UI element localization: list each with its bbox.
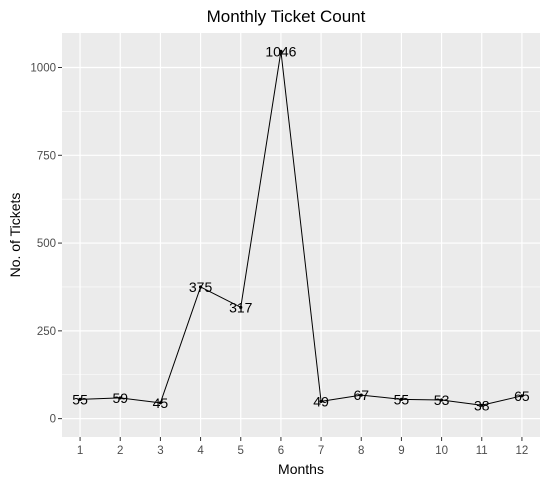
- x-tick-label: 10: [435, 445, 448, 457]
- data-point: [239, 305, 243, 309]
- data-labels: 55 59 45 375 317 1046 49 67 55 53 38 65: [72, 43, 530, 413]
- x-tick-label: 11: [476, 445, 488, 457]
- chart-title: Monthly Ticket Count: [207, 7, 366, 26]
- data-label: 53: [434, 392, 450, 408]
- data-point: [359, 393, 363, 397]
- data-point: [399, 397, 404, 401]
- data-point: [118, 396, 122, 400]
- series-line: [80, 50, 523, 406]
- data-label: 375: [189, 279, 213, 295]
- data-point: [158, 401, 163, 405]
- y-tick-label: 250: [37, 326, 56, 338]
- x-tick-label: 9: [398, 445, 404, 457]
- y-tick-label: 0: [50, 414, 56, 426]
- plot-panel: [62, 33, 540, 437]
- x-tick-label: 2: [117, 445, 123, 457]
- data-point: [520, 394, 524, 398]
- data-point: [480, 403, 484, 407]
- x-tick-label: 7: [318, 445, 324, 457]
- y-tick-label: 1000: [30, 63, 56, 75]
- data-label: 55: [394, 391, 410, 407]
- grid-lines: [62, 33, 540, 437]
- data-label: 65: [514, 388, 530, 404]
- data-point: [279, 49, 283, 53]
- y-axis-title: No. of Tickets: [7, 193, 23, 278]
- data-label: 55: [72, 391, 88, 407]
- data-label: 38: [474, 397, 490, 413]
- x-axis-title: Months: [278, 461, 324, 477]
- data-point: [78, 397, 82, 401]
- data-label: 317: [229, 299, 253, 315]
- data-label: 49: [313, 393, 329, 409]
- data-point: [198, 285, 203, 289]
- data-label: 59: [112, 390, 128, 406]
- data-label: 67: [353, 387, 369, 403]
- x-tick-label: 12: [516, 445, 529, 457]
- x-tick-label: 3: [157, 445, 163, 457]
- x-tick-label: 5: [238, 445, 244, 457]
- data-label: 1046: [265, 43, 296, 59]
- series-monthly-tickets: [78, 49, 524, 407]
- x-tick-label: 8: [358, 445, 364, 457]
- data-point: [319, 399, 323, 404]
- x-tick-label: 1: [77, 445, 83, 457]
- data-label: 45: [153, 395, 169, 411]
- x-tick-label: 4: [197, 445, 204, 457]
- y-tick-label: 500: [37, 238, 56, 250]
- x-tick-label: 6: [278, 445, 284, 457]
- y-tick-label: 750: [37, 150, 56, 162]
- data-point: [439, 398, 444, 402]
